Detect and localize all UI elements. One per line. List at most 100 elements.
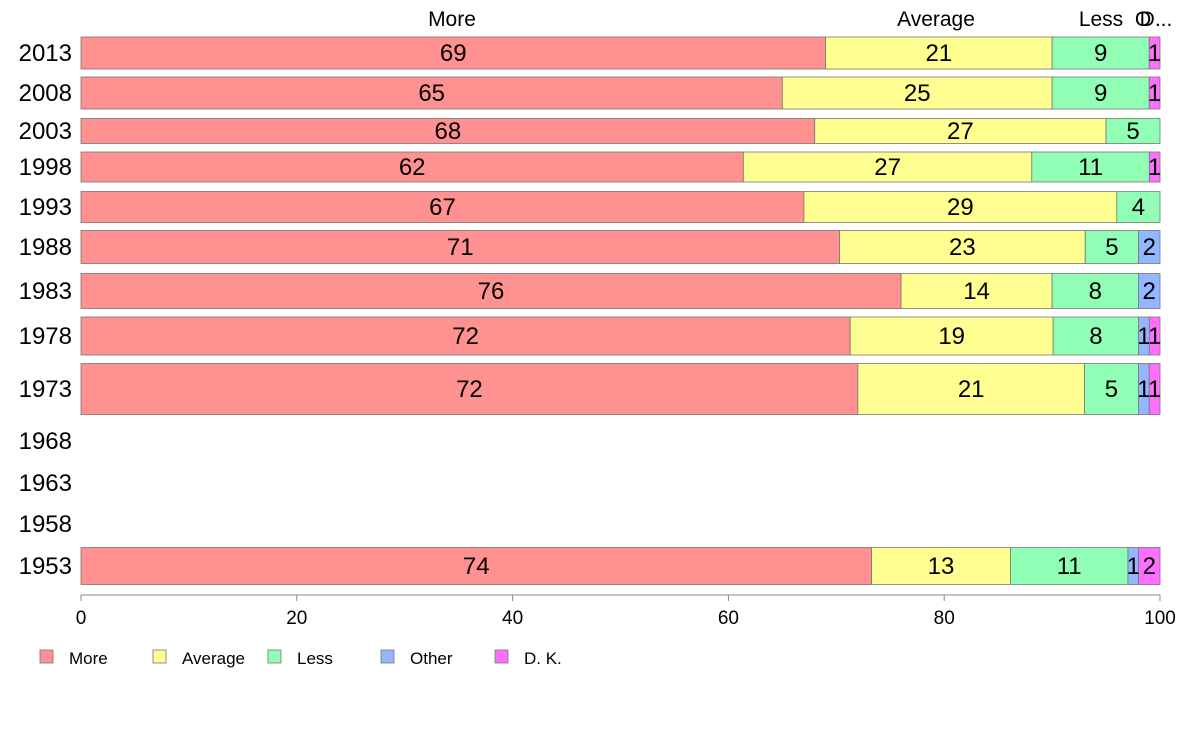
data-label-1983-other: 2 bbox=[1143, 278, 1156, 305]
data-label-1973-more: 72 bbox=[456, 376, 483, 403]
data-label-2008-less: 9 bbox=[1094, 80, 1107, 107]
bar-segment-1993-more bbox=[80, 191, 805, 223]
bar-segment-1953-less bbox=[1010, 547, 1129, 585]
column-label-1: Average bbox=[897, 8, 975, 31]
data-label-2003-more: 68 bbox=[435, 118, 462, 145]
data-label-1988-less: 5 bbox=[1105, 234, 1118, 261]
legend-label-more: More bbox=[69, 649, 108, 668]
legend-swatch-dk bbox=[494, 649, 509, 664]
bar-segment-1993-less bbox=[1116, 191, 1161, 223]
data-label-1983-average: 14 bbox=[963, 278, 990, 305]
data-label-1988-more: 71 bbox=[447, 234, 474, 261]
data-label-1953-average: 13 bbox=[928, 553, 955, 580]
bar-segment-1973-dk bbox=[1148, 363, 1161, 415]
year-label-1983: 1983 bbox=[19, 278, 72, 305]
column-label-3: O bbox=[1135, 8, 1151, 31]
year-label-1973: 1973 bbox=[19, 376, 72, 403]
data-label-1973-less: 5 bbox=[1105, 376, 1118, 403]
data-label-1998-more: 62 bbox=[399, 154, 426, 181]
data-label-1953-dk: 2 bbox=[1143, 553, 1156, 580]
x-tick-label-40: 40 bbox=[502, 608, 523, 629]
bar-segment-1953-average bbox=[871, 547, 1011, 585]
x-tick-label-100: 100 bbox=[1144, 608, 1176, 629]
bar-segment-1998-average bbox=[742, 151, 1033, 183]
data-label-1993-more: 67 bbox=[429, 194, 456, 221]
x-tick-label-0: 0 bbox=[76, 608, 87, 629]
data-label-1978-dk: 1 bbox=[1148, 323, 1161, 350]
bar-segment-2013-dk bbox=[1148, 36, 1161, 70]
bar-segment-1978-dk bbox=[1148, 316, 1161, 356]
year-label-1958: 1958 bbox=[19, 511, 72, 538]
bar-segment-1983-other bbox=[1138, 273, 1161, 309]
data-label-1973-average: 21 bbox=[958, 376, 985, 403]
bar-segment-1988-other bbox=[1138, 230, 1161, 264]
bar-segment-1983-more bbox=[80, 273, 902, 309]
legend-swatch-other bbox=[380, 649, 395, 664]
bar-segment-1978-more bbox=[80, 316, 851, 356]
data-label-1973-dk: 1 bbox=[1148, 376, 1161, 403]
data-label-2003-average: 27 bbox=[947, 118, 974, 145]
bar-segment-1988-more bbox=[80, 230, 840, 264]
data-label-2013-more: 69 bbox=[440, 40, 467, 67]
column-label-0: More bbox=[428, 8, 476, 31]
bar-segment-1993-average bbox=[803, 191, 1118, 223]
data-label-1998-average: 27 bbox=[874, 154, 901, 181]
data-label-1973-other: 1 bbox=[1137, 376, 1150, 403]
bar-segment-1998-dk bbox=[1148, 151, 1161, 183]
bar-segment-1983-less bbox=[1051, 273, 1139, 309]
data-label-1983-more: 76 bbox=[478, 278, 505, 305]
legend-label-average: Average bbox=[182, 649, 245, 668]
bar-segment-2008-less bbox=[1051, 76, 1150, 110]
year-label-1998: 1998 bbox=[19, 154, 72, 181]
data-label-2003-less: 5 bbox=[1126, 118, 1139, 145]
x-tick-label-20: 20 bbox=[286, 608, 307, 629]
legend-swatch-less bbox=[267, 649, 282, 664]
column-label-2: Less bbox=[1079, 8, 1123, 31]
x-tick-label-60: 60 bbox=[718, 608, 739, 629]
bar-segment-2008-dk bbox=[1148, 76, 1161, 110]
bar-segment-1978-less bbox=[1052, 316, 1140, 356]
bar-segment-1973-average bbox=[857, 363, 1085, 415]
bar-segment-1978-average bbox=[849, 316, 1054, 356]
year-label-1968: 1968 bbox=[19, 428, 72, 455]
bar-segment-1988-less bbox=[1084, 230, 1140, 264]
data-label-2013-average: 21 bbox=[925, 40, 952, 67]
legend-label-other: Other bbox=[410, 649, 453, 668]
data-label-2008-dk: 1 bbox=[1148, 80, 1161, 107]
bar-segment-2013-average bbox=[825, 36, 1053, 70]
data-label-1953-more: 74 bbox=[463, 553, 490, 580]
data-label-1978-less: 8 bbox=[1089, 323, 1102, 350]
data-label-1978-average: 19 bbox=[938, 323, 965, 350]
x-tick-label-80: 80 bbox=[934, 608, 955, 629]
bar-segment-2008-average bbox=[781, 76, 1053, 110]
legend-swatch-average bbox=[152, 649, 167, 664]
year-label-1988: 1988 bbox=[19, 234, 72, 261]
data-label-1953-other: 1 bbox=[1127, 553, 1140, 580]
bar-segment-1953-more bbox=[80, 547, 872, 585]
bar-segment-2008-more bbox=[80, 76, 783, 110]
data-label-2008-more: 65 bbox=[418, 80, 445, 107]
data-label-1978-other: 1 bbox=[1137, 323, 1150, 350]
column-label-4: D... bbox=[1140, 8, 1173, 31]
year-label-1978: 1978 bbox=[19, 323, 72, 350]
year-label-2003: 2003 bbox=[19, 118, 72, 145]
bar-segment-1973-more bbox=[80, 363, 859, 415]
bar-segment-1953-dk bbox=[1138, 547, 1161, 585]
data-label-1978-more: 72 bbox=[452, 323, 479, 350]
legend-label-less: Less bbox=[297, 649, 333, 668]
data-label-1988-average: 23 bbox=[949, 234, 976, 261]
data-label-1993-average: 29 bbox=[947, 194, 974, 221]
data-label-2013-dk: 1 bbox=[1148, 40, 1161, 67]
bar-segment-1998-more bbox=[80, 151, 744, 183]
bar-segment-1988-average bbox=[839, 230, 1086, 264]
year-label-2013: 2013 bbox=[19, 40, 72, 67]
year-label-1993: 1993 bbox=[19, 194, 72, 221]
bar-segment-2003-more bbox=[80, 118, 816, 144]
year-label-1953: 1953 bbox=[19, 553, 72, 580]
legend-swatch-more bbox=[39, 649, 54, 664]
data-label-1988-other: 2 bbox=[1143, 234, 1156, 261]
data-label-1998-dk: 1 bbox=[1148, 154, 1161, 181]
data-label-1993-less: 4 bbox=[1132, 194, 1145, 221]
year-label-2008: 2008 bbox=[19, 80, 72, 107]
